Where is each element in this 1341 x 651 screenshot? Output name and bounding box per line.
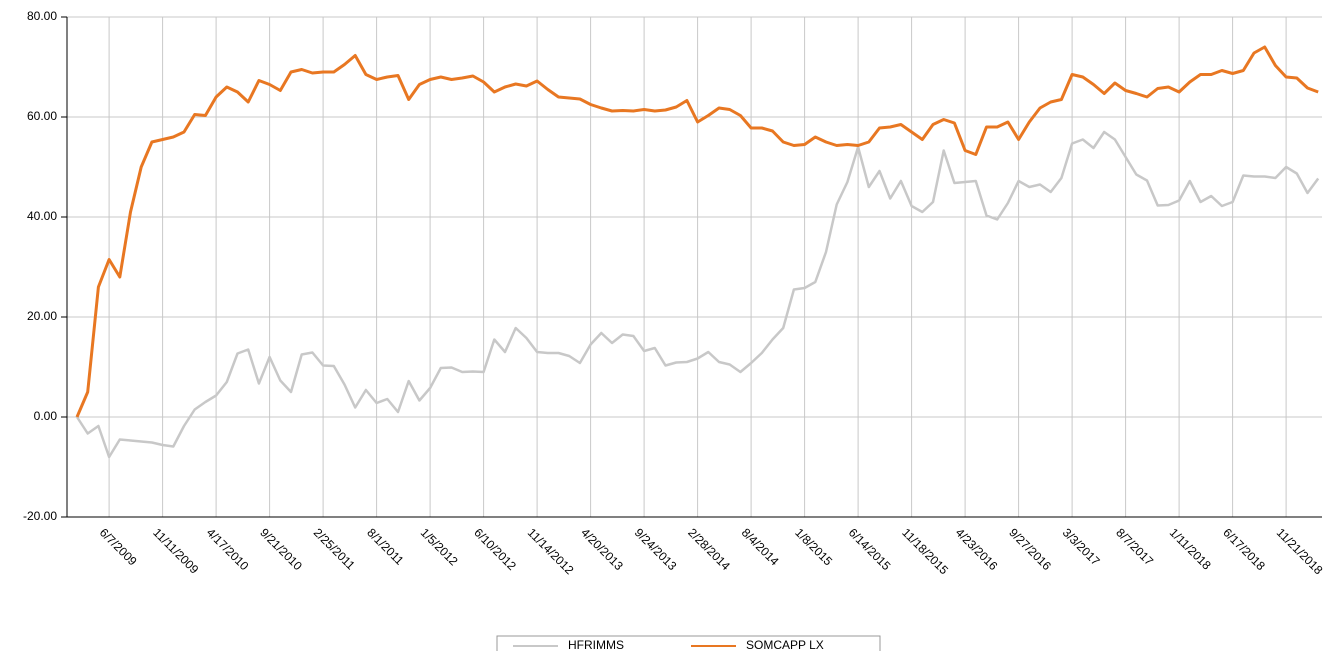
x-tick-label: 11/18/2015 (899, 525, 951, 577)
y-tick-label: 40.00 (27, 209, 57, 223)
x-tick-label: 11/21/2018 (1274, 525, 1326, 577)
legend-label: HFRIMMS (568, 638, 624, 651)
x-tick-label: 6/7/2009 (97, 525, 140, 568)
series-line (75, 45, 1319, 418)
x-tick-label: 9/21/2010 (257, 525, 305, 573)
x-tick-label: 8/1/2011 (364, 525, 407, 568)
y-tick-label: 80.00 (27, 9, 57, 23)
y-tick-label: 0.00 (34, 409, 58, 423)
x-tick-label: 4/17/2010 (204, 525, 252, 573)
y-tick-label: 20.00 (27, 309, 57, 323)
y-tick-label: -20.00 (23, 509, 57, 523)
y-tick-label: 60.00 (27, 109, 57, 123)
series-line (75, 130, 1320, 459)
x-tick-label: 11/11/2009 (150, 525, 201, 576)
x-tick-label: 6/10/2012 (471, 525, 519, 573)
x-tick-label: 3/3/2017 (1060, 525, 1103, 568)
x-tick-label: 8/4/2014 (739, 525, 782, 568)
x-tick-label: 1/5/2012 (418, 525, 461, 568)
x-tick-label: 11/14/2012 (525, 525, 577, 577)
x-tick-label: 4/20/2013 (578, 525, 626, 573)
legend-box (496, 635, 881, 651)
x-tick-label: 8/7/2017 (1113, 525, 1156, 568)
x-tick-label: 9/24/2013 (632, 525, 680, 573)
x-tick-label: 6/17/2018 (1220, 525, 1268, 573)
x-tick-label: 1/11/2018 (1167, 525, 1214, 572)
x-tick-label: 2/28/2014 (685, 525, 733, 573)
x-tick-label: 6/14/2015 (846, 525, 894, 573)
x-tick-label: 2/25/2011 (311, 525, 358, 572)
x-tick-label: 1/8/2015 (792, 525, 835, 568)
x-tick-label: 9/27/2016 (1006, 525, 1054, 573)
x-tick-label: 4/23/2016 (953, 525, 1001, 573)
legend-label: SOMCAPP LX (746, 638, 824, 651)
